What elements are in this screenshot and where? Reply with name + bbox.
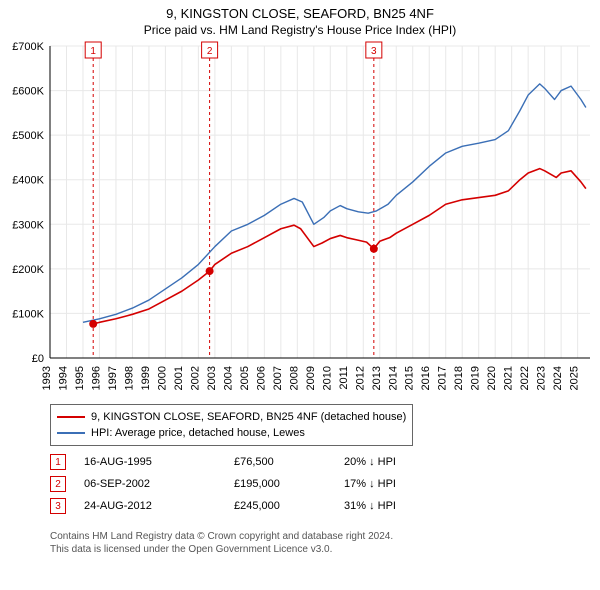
- svg-text:2002: 2002: [189, 366, 201, 390]
- sales-row: 3 24-AUG-2012£245,00031% ↓ HPI: [50, 496, 424, 516]
- sale-dot: [370, 245, 378, 253]
- svg-text:£300K: £300K: [12, 219, 44, 231]
- sale-dot: [206, 267, 214, 275]
- footer-line-2: This data is licensed under the Open Gov…: [50, 543, 393, 556]
- legend-item: HPI: Average price, detached house, Lewe…: [57, 425, 406, 441]
- svg-text:2014: 2014: [387, 366, 399, 390]
- sales-row-marker: 1: [50, 454, 66, 470]
- sales-row-pct: 31% ↓ HPI: [344, 500, 424, 512]
- svg-text:1995: 1995: [74, 366, 86, 390]
- svg-text:£0: £0: [32, 353, 44, 365]
- svg-text:2023: 2023: [536, 366, 548, 390]
- legend-label: HPI: Average price, detached house, Lewe…: [91, 427, 305, 439]
- svg-text:2017: 2017: [437, 366, 449, 390]
- svg-text:1997: 1997: [107, 366, 119, 390]
- legend-label: 9, KINGSTON CLOSE, SEAFORD, BN25 4NF (de…: [91, 411, 406, 423]
- svg-text:£200K: £200K: [12, 264, 44, 276]
- svg-text:£500K: £500K: [12, 130, 44, 142]
- sale-marker-num: 2: [207, 46, 213, 57]
- legend-item: 9, KINGSTON CLOSE, SEAFORD, BN25 4NF (de…: [57, 409, 406, 425]
- svg-text:2018: 2018: [453, 366, 465, 390]
- svg-text:2013: 2013: [371, 366, 383, 390]
- svg-text:1999: 1999: [140, 366, 152, 390]
- svg-text:2019: 2019: [470, 366, 482, 390]
- sale-dot: [89, 320, 97, 328]
- sale-marker-num: 3: [371, 46, 377, 57]
- svg-text:1994: 1994: [57, 366, 69, 390]
- svg-text:£700K: £700K: [12, 41, 44, 53]
- svg-text:2004: 2004: [222, 366, 234, 390]
- svg-text:2009: 2009: [305, 366, 317, 390]
- svg-text:2012: 2012: [354, 366, 366, 390]
- svg-text:2006: 2006: [255, 366, 267, 390]
- sales-row-price: £245,000: [234, 500, 344, 512]
- svg-text:2008: 2008: [288, 366, 300, 390]
- svg-text:1996: 1996: [90, 366, 102, 390]
- legend-swatch: [57, 416, 85, 418]
- sales-row-price: £195,000: [234, 478, 344, 490]
- sales-row-price: £76,500: [234, 456, 344, 468]
- sales-row-pct: 17% ↓ HPI: [344, 478, 424, 490]
- svg-text:2007: 2007: [272, 366, 284, 390]
- sales-row: 2 06-SEP-2002£195,00017% ↓ HPI: [50, 474, 424, 494]
- chart-plot: £0£100K£200K£300K£400K£500K£600K£700K199…: [50, 46, 594, 404]
- sales-row-marker: 2: [50, 476, 66, 492]
- series-line: [83, 84, 586, 322]
- footer: Contains HM Land Registry data © Crown c…: [50, 530, 393, 556]
- svg-text:2025: 2025: [569, 366, 581, 390]
- svg-text:2000: 2000: [156, 366, 168, 390]
- svg-text:2022: 2022: [519, 366, 531, 390]
- legend: 9, KINGSTON CLOSE, SEAFORD, BN25 4NF (de…: [50, 404, 413, 446]
- sales-row-pct: 20% ↓ HPI: [344, 456, 424, 468]
- sales-row-date: 16-AUG-1995: [84, 456, 234, 468]
- chart-subtitle: Price paid vs. HM Land Registry's House …: [0, 21, 600, 41]
- footer-line-1: Contains HM Land Registry data © Crown c…: [50, 530, 393, 543]
- sale-marker-num: 1: [90, 46, 96, 57]
- svg-text:2011: 2011: [338, 366, 350, 390]
- svg-text:2001: 2001: [173, 366, 185, 390]
- svg-text:2021: 2021: [503, 366, 515, 390]
- sales-row-date: 06-SEP-2002: [84, 478, 234, 490]
- chart-title: 9, KINGSTON CLOSE, SEAFORD, BN25 4NF: [0, 0, 600, 21]
- sales-table: 1 16-AUG-1995£76,50020% ↓ HPI 2 06-SEP-2002…: [50, 452, 424, 518]
- svg-text:2020: 2020: [486, 366, 498, 390]
- svg-text:2003: 2003: [206, 366, 218, 390]
- svg-text:2015: 2015: [404, 366, 416, 390]
- svg-text:1998: 1998: [123, 366, 135, 390]
- svg-text:2010: 2010: [321, 366, 333, 390]
- sales-row: 1 16-AUG-1995£76,50020% ↓ HPI: [50, 452, 424, 472]
- svg-text:£400K: £400K: [12, 175, 44, 187]
- svg-text:2016: 2016: [420, 366, 432, 390]
- svg-text:2024: 2024: [552, 366, 564, 390]
- legend-swatch: [57, 432, 85, 434]
- svg-text:1993: 1993: [41, 366, 53, 390]
- svg-text:£100K: £100K: [12, 308, 44, 320]
- sales-row-date: 24-AUG-2012: [84, 500, 234, 512]
- chart-svg: £0£100K£200K£300K£400K£500K£600K£700K199…: [50, 46, 594, 404]
- sales-row-marker: 3: [50, 498, 66, 514]
- svg-text:£600K: £600K: [12, 86, 44, 98]
- svg-text:2005: 2005: [239, 366, 251, 390]
